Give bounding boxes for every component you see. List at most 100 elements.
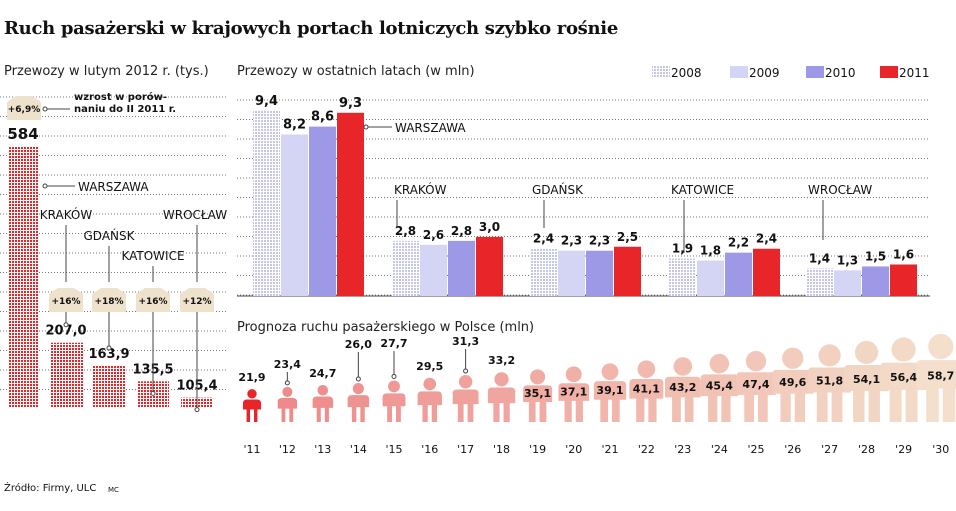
value-label: 58,7	[927, 370, 954, 383]
year-label: '14	[350, 443, 367, 456]
year-label: '19	[529, 443, 546, 456]
city-label-kraków: KRAKÓW	[394, 182, 447, 197]
credit: MC	[108, 486, 119, 494]
person-figure-'20	[558, 383, 590, 422]
person-figure-'11	[242, 399, 262, 422]
person-head-'29	[891, 337, 916, 362]
value-label: 35,1	[524, 387, 551, 400]
person-head-'27	[818, 344, 841, 367]
growth-badge	[136, 288, 170, 312]
growth-label: +16%	[138, 297, 167, 307]
value-label: 2,4	[756, 232, 777, 246]
person-figure-'13	[312, 396, 333, 422]
value-label: 31,3	[452, 335, 479, 348]
bar-gdańsk-2011	[614, 246, 641, 296]
year-label: '17	[457, 443, 474, 456]
value-label: 56,4	[890, 371, 917, 384]
bar-kraków-2010	[448, 240, 475, 296]
year-label: '27	[821, 443, 838, 456]
person-figure-'23	[664, 376, 701, 422]
note-label: naniu do II 2011 r.	[74, 104, 176, 115]
growth-label: +6,9%	[8, 105, 41, 115]
person-figure-'16	[417, 391, 442, 422]
bar-kraków-2008	[392, 240, 419, 296]
value-label: 21,9	[238, 371, 265, 384]
person-figure-'17	[452, 389, 479, 422]
person-figure-'28	[844, 365, 889, 422]
legend-swatch-2011	[880, 66, 898, 78]
value-label: 2,3	[589, 234, 610, 248]
growth-badge	[49, 288, 83, 312]
legend-label-2010: 2010	[825, 66, 856, 80]
value-label: 9,4	[255, 94, 278, 109]
leader-dot	[42, 183, 48, 189]
value-label: 1,5	[865, 249, 886, 263]
legend-label-2008: 2008	[671, 66, 702, 80]
year-label: '13	[314, 443, 331, 456]
value-label: 41,1	[633, 383, 660, 396]
person-figure-'19	[523, 385, 553, 422]
value-label: 2,5	[617, 230, 638, 244]
bar-gdańsk-2010	[586, 250, 613, 296]
legend-swatch-2009	[730, 66, 748, 78]
person-head-'22	[637, 360, 656, 378]
value-label: 8,2	[283, 117, 306, 132]
bar-warszawa	[8, 147, 38, 407]
value-label: 26,0	[345, 338, 372, 351]
bar-katowice-2008	[669, 258, 696, 296]
value-label: 37,1	[560, 386, 587, 399]
value-label: 1,4	[809, 251, 830, 265]
person-head-'16	[423, 377, 437, 391]
bar-gdańsk	[93, 366, 126, 407]
bar-warszawa-2008	[253, 110, 280, 296]
value-label: 2,6	[423, 228, 444, 242]
growth-badge	[92, 288, 126, 312]
value-label: 8,6	[311, 110, 334, 125]
year-label: '25	[747, 443, 764, 456]
leader-dot	[42, 106, 48, 112]
person-figure-'21	[593, 381, 627, 422]
bar-wrocław-2011	[890, 264, 917, 296]
year-label: '24	[711, 443, 728, 456]
city-label-kraków: KRAKÓW	[40, 207, 93, 222]
year-label: '30	[932, 443, 949, 456]
bar-wrocław-2008	[806, 268, 833, 296]
legend-label-2011: 2011	[899, 66, 930, 80]
source-note: Źródło: Firmy, ULC	[4, 483, 97, 494]
leader-dot	[363, 124, 369, 130]
value-label: 33,2	[488, 354, 515, 367]
person-figure-'30	[916, 360, 956, 422]
value-label: 51,8	[816, 375, 843, 388]
value-label: 54,1	[853, 373, 880, 386]
person-head-'26	[782, 347, 804, 369]
leader-dot	[284, 380, 290, 386]
city-label-gdańsk: GDAŃSK	[532, 182, 584, 197]
city-label-katowice: KATOWICE	[121, 249, 184, 263]
value-label: 24,7	[309, 367, 336, 380]
year-label: '22	[638, 443, 655, 456]
value-label: 3,0	[479, 220, 500, 234]
city-label-wrocław: WROCŁAW	[808, 183, 872, 197]
person-head-'19	[530, 369, 546, 385]
value-label: 39,1	[596, 384, 623, 397]
bar-kraków	[50, 342, 83, 407]
person-head-'15	[388, 380, 400, 393]
person-head-'17	[458, 375, 473, 389]
person-figure-'18	[487, 387, 516, 422]
value-label: 2,3	[561, 234, 582, 248]
year-label: '26	[784, 443, 801, 456]
person-figure-'29	[880, 362, 927, 422]
year-label: '29	[895, 443, 912, 456]
value-label: 47,4	[742, 378, 769, 391]
value-label: 1,8	[700, 244, 721, 258]
right-chart-title: Przewozy w ostatnich latach (w mln)	[237, 64, 475, 79]
bar-wrocław-2009	[834, 270, 861, 296]
bar-warszawa-2010	[309, 126, 336, 296]
bar-warszawa-2009	[281, 134, 308, 296]
value-label: 2,8	[395, 224, 416, 238]
person-figure-'14	[347, 395, 370, 422]
leader-dot	[106, 345, 112, 351]
bar-kraków-2009	[420, 244, 447, 296]
value-label: 29,5	[416, 360, 443, 373]
